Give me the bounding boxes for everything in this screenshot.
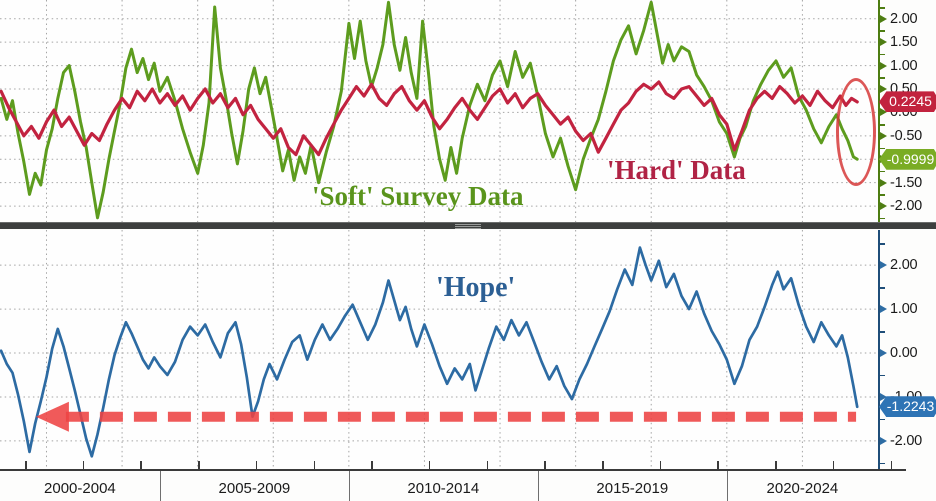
x-minor-tick <box>659 461 662 469</box>
hope-series-label: 'Hope' <box>436 272 516 303</box>
y-minor-tick <box>880 170 885 173</box>
y-tick: -2.00 <box>878 197 922 215</box>
y-tick-label: -0.50 <box>890 127 923 144</box>
y-tick-arrow-icon <box>880 436 887 445</box>
y-tick-arrow-icon <box>880 261 887 270</box>
x-minor-tick <box>775 461 777 469</box>
y-tick-arrow-icon <box>880 131 887 140</box>
last-value-badge: 0.2245 <box>879 91 936 113</box>
hope-level-arrow-head-icon <box>35 401 69 432</box>
x-minor-tick <box>602 461 604 469</box>
x-minor-tick <box>255 461 258 469</box>
y-tick: 2.00 <box>878 10 918 28</box>
y-tick-label: -2.00 <box>890 198 923 215</box>
x-minor-tick <box>313 461 315 469</box>
y-tick-arrow-icon <box>880 178 887 187</box>
y-tick-label: 0.00 <box>890 345 918 361</box>
y-tick-label: 1.00 <box>890 57 918 74</box>
y-tick-label: 1.50 <box>890 34 918 51</box>
y-tick: -0.50 <box>878 127 922 145</box>
y-tick-arrow-icon <box>880 108 887 117</box>
x-section-divider <box>726 471 728 501</box>
y-minor-tick <box>880 243 885 245</box>
y-minor-tick <box>880 147 885 150</box>
y-tick-label: -1.50 <box>890 174 923 191</box>
hope_spread-series-0-line <box>0 246 859 458</box>
y-minor-tick <box>880 331 885 333</box>
y-axis-line <box>878 230 880 469</box>
y-tick-arrow-icon <box>880 84 887 93</box>
hope-panel <box>0 230 878 469</box>
x-minor-tick <box>371 461 373 469</box>
y-tick-arrow-icon <box>880 392 887 401</box>
x-minor-tick <box>890 461 892 469</box>
y-minor-tick <box>880 124 885 126</box>
y-tick-label: 1.00 <box>890 301 918 318</box>
soft-hard-panel <box>0 0 878 222</box>
y-tick: 2.00 <box>878 256 918 274</box>
y-tick-arrow-icon <box>880 61 887 70</box>
x-minor-tick <box>428 461 431 469</box>
soft_vs_hard-series-0-line <box>0 0 859 220</box>
y-tick: 1.00 <box>878 57 918 75</box>
x-minor-tick <box>717 461 719 469</box>
endpoint-highlight-ellipse <box>836 77 877 186</box>
hard-series-label: 'Hard' Data <box>607 155 746 185</box>
y-minor-tick <box>880 418 885 421</box>
x-minor-tick <box>82 461 85 469</box>
x-section-divider <box>537 471 539 501</box>
x-section-label: 2020-2024 <box>766 480 839 497</box>
y-minor-tick <box>880 77 885 79</box>
x-minor-tick <box>544 461 546 469</box>
splitter-grip-icon[interactable] <box>455 224 481 229</box>
y-axis-line <box>878 0 880 222</box>
soft-series-label: 'Soft' Survey Data <box>312 181 524 211</box>
soft_vs_hard-plot <box>0 0 878 222</box>
y-minor-tick <box>880 462 885 465</box>
y-minor-tick <box>880 287 885 289</box>
y-tick: 1.50 <box>878 33 918 51</box>
hope_spread-plot <box>0 230 878 469</box>
x-section-label: 2015-2019 <box>596 480 669 497</box>
y-tick-label: 2.00 <box>890 10 918 27</box>
y-tick: -1.50 <box>878 174 922 192</box>
last-value-badge: -1.2243 <box>879 396 936 418</box>
x-minor-tick <box>25 461 27 469</box>
x-section-label: 2010-2014 <box>407 480 480 497</box>
x-section-divider <box>159 471 161 501</box>
x-section-label: 2000-2004 <box>44 480 116 497</box>
hope-right-axis: 2.001.000.00-1.00-2.00 <box>878 230 936 469</box>
y-tick: -2.00 <box>878 432 922 450</box>
y-minor-tick <box>880 194 885 196</box>
y-tick-arrow-icon <box>880 349 887 357</box>
x-section-divider <box>348 471 350 501</box>
y-minor-tick <box>880 7 885 9</box>
y-minor-tick <box>880 374 885 377</box>
y-minor-tick <box>880 53 885 56</box>
last-value-badge: -0.9999 <box>879 148 936 170</box>
x-axis: 2000-2004 2005-2009 2010-2014 2015-2019 2020… <box>0 461 936 501</box>
y-tick-arrow-icon <box>880 202 887 211</box>
y-tick: 0.00 <box>878 344 918 362</box>
x-minor-tick <box>486 461 489 469</box>
panel-splitter[interactable] <box>0 222 936 229</box>
y-tick-arrow-icon <box>880 305 887 314</box>
x-minor-tick <box>140 461 142 469</box>
x-axis-line <box>0 469 906 471</box>
y-minor-tick <box>880 30 885 32</box>
x-minor-tick <box>832 461 835 469</box>
x-minor-tick <box>198 461 200 469</box>
y-tick-arrow-icon <box>880 14 887 23</box>
y-tick-label: -2.00 <box>890 432 923 449</box>
y-tick-label: 2.00 <box>890 257 918 274</box>
y-tick: 1.00 <box>878 300 918 318</box>
soft_vs_hard-series-1-line <box>0 80 859 157</box>
x-section-label: 2005-2009 <box>218 480 291 497</box>
y-tick-arrow-icon <box>880 38 887 47</box>
y-minor-tick <box>880 217 885 220</box>
